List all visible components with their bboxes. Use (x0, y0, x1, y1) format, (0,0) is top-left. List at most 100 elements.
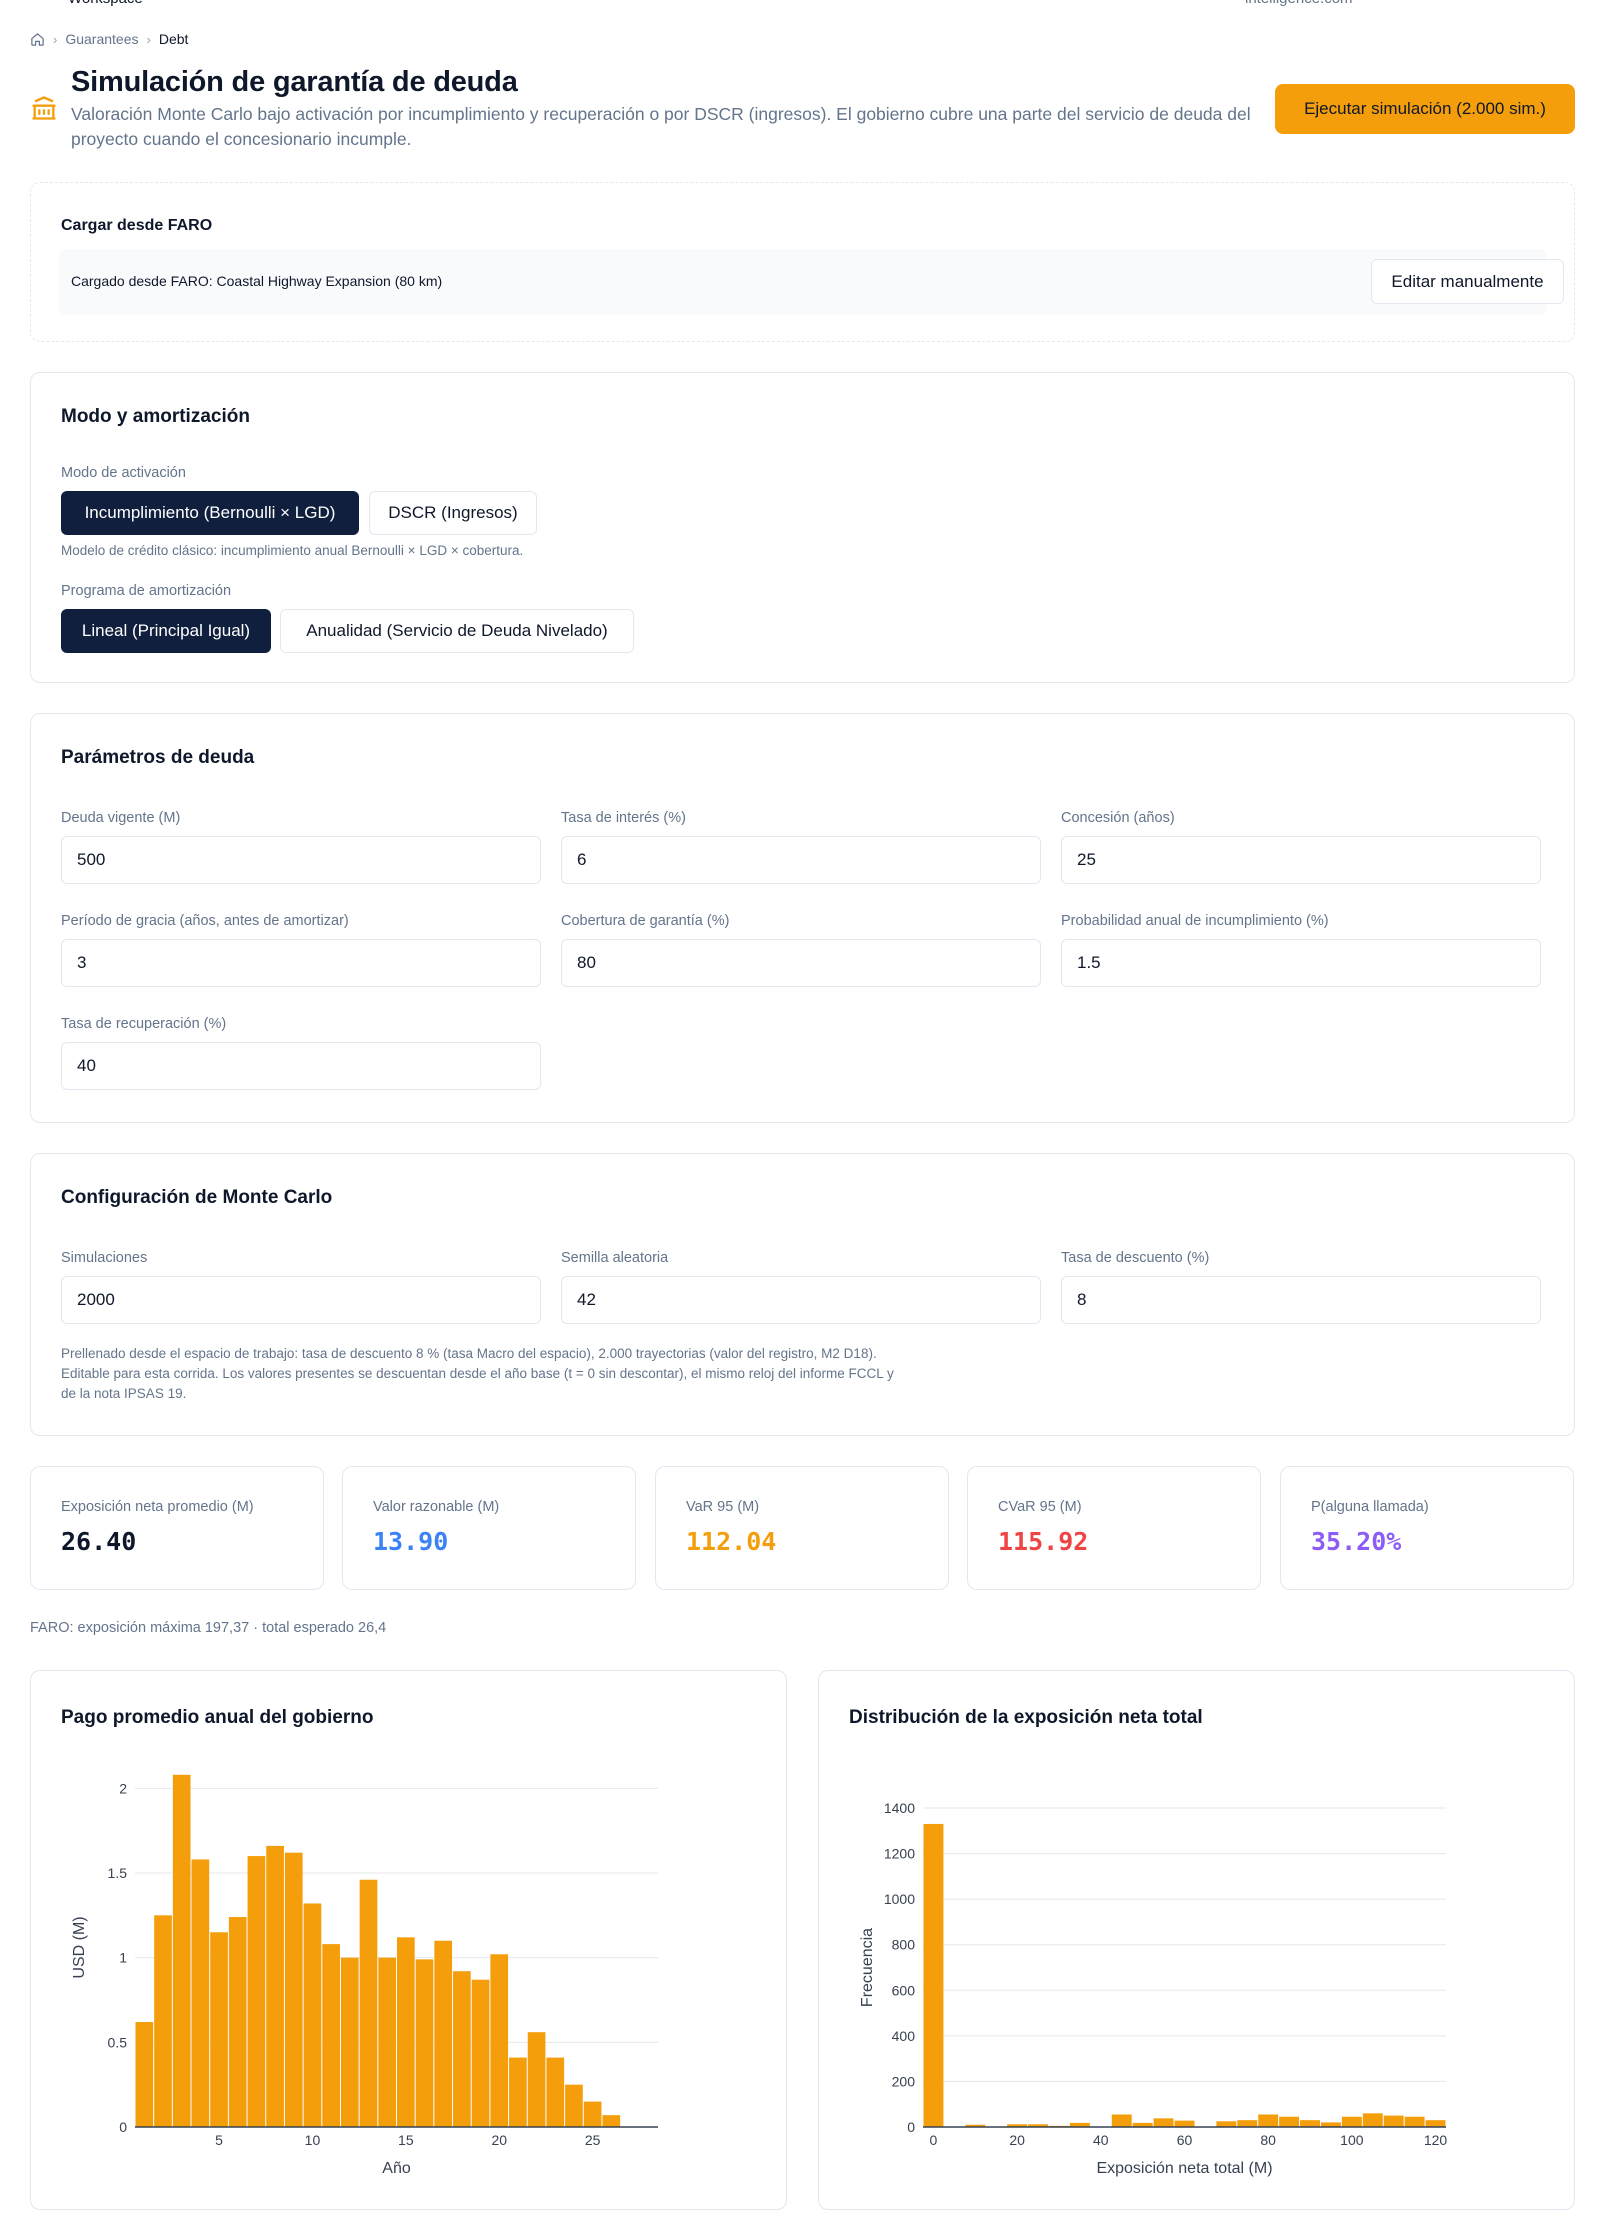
bar[interactable] (340, 1957, 359, 2127)
bar[interactable] (434, 1940, 453, 2127)
bar[interactable] (359, 1879, 378, 2127)
bar[interactable] (923, 1823, 944, 2127)
amortization-annuity-button[interactable]: Anualidad (Servicio de Deuda Nivelado) (280, 609, 634, 653)
stat-label: Exposición neta promedio (M) (61, 1499, 254, 1515)
bar[interactable] (583, 2101, 602, 2127)
bar[interactable] (1153, 2118, 1174, 2127)
stat-card-var95: VaR 95 (M) 112.04 (655, 1466, 949, 1590)
bar[interactable] (191, 1859, 210, 2127)
home-icon[interactable] (30, 32, 45, 47)
chevron-right-icon: › (53, 31, 58, 47)
stat-value: 115.92 (998, 1527, 1089, 1556)
y-tick-label: 200 (892, 2073, 916, 2089)
page-subtitle: Valoración Monte Carlo bajo activación p… (71, 104, 1251, 149)
bar[interactable] (1300, 2120, 1320, 2127)
y-tick-label: 0 (907, 2119, 915, 2135)
outstanding-debt-input[interactable] (61, 836, 541, 884)
x-tick-label: 20 (1009, 2132, 1025, 2148)
faro-card-title: Cargar desde FARO (61, 217, 213, 234)
bar[interactable] (965, 2124, 986, 2127)
outstanding-debt-label: Deuda vigente (M) (61, 810, 181, 826)
account-label-clipped: intelligence.com (1245, 0, 1353, 7)
bar[interactable] (546, 2057, 565, 2127)
stat-card-fair-value: Valor razonable (M) 13.90 (342, 1466, 636, 1590)
bar[interactable] (509, 2057, 527, 2127)
activation-dscr-button[interactable]: DSCR (Ingresos) (369, 491, 537, 535)
bar[interactable] (490, 1954, 509, 2127)
stat-label: P(alguna llamada) (1311, 1499, 1429, 1515)
bar[interactable] (303, 1903, 322, 2127)
bar[interactable] (1028, 2124, 1049, 2127)
x-tick-label: 10 (305, 2132, 321, 2148)
x-tick-label: 80 (1260, 2132, 1276, 2148)
bar[interactable] (135, 2022, 154, 2127)
discount-rate-input[interactable] (1061, 1276, 1541, 1324)
amortization-linear-button[interactable]: Lineal (Principal Igual) (61, 609, 271, 653)
bar[interactable] (1383, 2115, 1404, 2127)
bar[interactable] (1111, 2114, 1132, 2127)
bar[interactable] (1007, 2124, 1028, 2127)
bar[interactable] (602, 2115, 621, 2127)
faro-load-card: Cargar desde FARO Cargado desde FARO: Co… (30, 182, 1575, 342)
x-tick-label: 5 (215, 2132, 223, 2148)
edit-manually-button[interactable]: Editar manualmente (1371, 259, 1564, 304)
stat-label: CVaR 95 (M) (998, 1499, 1082, 1515)
bar[interactable] (527, 2032, 546, 2127)
chart-title: Distribución de la exposición neta total (849, 1707, 1203, 1728)
concession-years-input[interactable] (1061, 836, 1541, 884)
grace-period-input[interactable] (61, 939, 541, 987)
bar[interactable] (397, 1937, 415, 2127)
exposure-distribution-chart-card: Distribución de la exposición neta total… (818, 1670, 1575, 2210)
default-probability-input[interactable] (1061, 939, 1541, 987)
activation-default-button[interactable]: Incumplimiento (Bernoulli × LGD) (61, 491, 359, 535)
x-axis-title: Exposición neta total (M) (1096, 2160, 1272, 2177)
bar[interactable] (1174, 2120, 1195, 2127)
y-axis-title: Frecuencia (859, 1928, 876, 2007)
breadcrumb-item-guarantees[interactable]: Guarantees (65, 31, 139, 47)
annual-payment-chart-card: Pago promedio anual del gobierno 0 0.5 1 1.… (30, 1670, 787, 2210)
bar[interactable] (565, 2084, 583, 2127)
bar[interactable] (1216, 2121, 1237, 2127)
page-header: Simulación de garantía de deuda Valoraci… (30, 64, 1575, 154)
chart-title: Pago promedio anual del gobierno (61, 1707, 374, 1728)
bar[interactable] (1279, 2116, 1300, 2127)
bar[interactable] (1069, 2122, 1090, 2127)
interest-rate-input[interactable] (561, 836, 1041, 884)
concession-years-label: Concesión (años) (1061, 810, 1175, 826)
bar[interactable] (247, 1856, 266, 2127)
workspace-label-clipped: Workspace (68, 0, 143, 7)
page-title: Simulación de garantía de deuda (71, 66, 518, 98)
bar[interactable] (415, 1959, 434, 2127)
bar[interactable] (322, 1944, 340, 2127)
bar[interactable] (1237, 2120, 1258, 2127)
bar[interactable] (228, 1917, 247, 2127)
bar[interactable] (284, 1852, 303, 2127)
bar[interactable] (210, 1932, 228, 2127)
guarantee-coverage-input[interactable] (561, 939, 1041, 987)
bar[interactable] (1425, 2120, 1446, 2127)
mc-help-line: Editable para esta corrida. Los valores … (61, 1366, 894, 1381)
bar[interactable] (378, 1957, 396, 2127)
bar[interactable] (266, 1845, 284, 2127)
x-tick-label: 100 (1340, 2132, 1364, 2148)
bar[interactable] (1320, 2122, 1341, 2127)
random-seed-input[interactable] (561, 1276, 1041, 1324)
amortization-label: Programa de amortización (61, 583, 232, 599)
bar[interactable] (1362, 2113, 1383, 2127)
bar[interactable] (453, 1971, 471, 2127)
bar[interactable] (1132, 2122, 1153, 2127)
bank-icon (32, 96, 56, 120)
stat-card-call-probability: P(alguna llamada) 35.20% (1280, 1466, 1574, 1590)
stat-card-cvar95: CVaR 95 (M) 115.92 (967, 1466, 1261, 1590)
bar[interactable] (471, 1979, 490, 2127)
bar[interactable] (1404, 2116, 1425, 2127)
recovery-rate-input[interactable] (61, 1042, 541, 1090)
run-simulation-button[interactable]: Ejecutar simulación (2.000 sim.) (1275, 84, 1575, 134)
y-tick-label: 400 (892, 2028, 916, 2044)
bar[interactable] (1341, 2116, 1362, 2127)
simulations-input[interactable] (61, 1276, 541, 1324)
bar[interactable] (172, 1774, 191, 2127)
bar[interactable] (1258, 2114, 1279, 2127)
bar[interactable] (154, 1915, 172, 2127)
